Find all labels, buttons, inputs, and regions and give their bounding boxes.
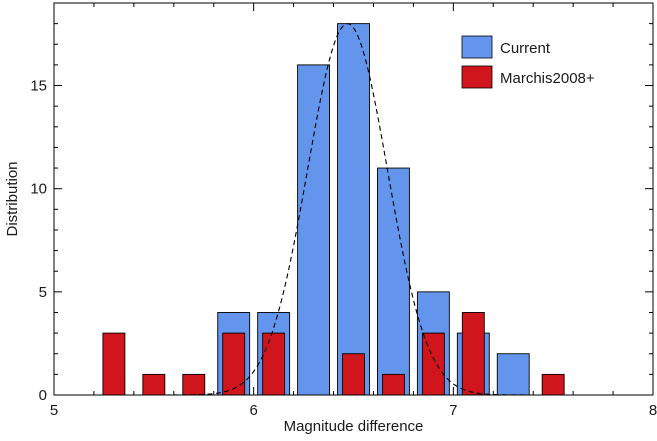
x-tick-label: 6: [249, 402, 257, 419]
bar-marchis2008-3: [222, 332, 246, 396]
bar-marchis2008-5: [342, 353, 365, 396]
y-tick-label: 10: [30, 181, 47, 198]
y-tick-label: 0: [39, 387, 47, 404]
legend-label-current: Current: [500, 40, 551, 57]
y-axis-label: Distribution: [4, 161, 21, 236]
legend: Current Marchis2008+: [461, 35, 595, 89]
y-tick-label: 15: [30, 78, 47, 95]
plot-frame: [53, 2, 654, 396]
legend-label-marchis2008: Marchis2008+: [500, 70, 595, 87]
y-tick-label: 5: [39, 284, 47, 301]
bar-marchis2008-7: [421, 332, 445, 396]
bar-current-3: [337, 23, 370, 396]
bar-marchis2008-4: [262, 332, 286, 396]
bar-marchis2008-1: [142, 373, 166, 396]
x-tick-label: 7: [449, 402, 457, 419]
legend-swatch-marchis2008: [461, 65, 493, 89]
bar-marchis2008-0: [102, 332, 126, 396]
bar-current-2: [297, 64, 330, 396]
legend-swatch-current: [461, 35, 493, 59]
x-tick-label: 8: [649, 402, 657, 419]
bars-layer: [102, 23, 565, 396]
bar-current-7: [496, 353, 530, 396]
x-axis-label: Magnitude difference: [284, 418, 424, 435]
bar-marchis2008-6: [382, 373, 405, 396]
bar-marchis2008-8: [461, 312, 485, 396]
bar-marchis2008-2: [182, 373, 206, 396]
bar-marchis2008-9: [541, 373, 565, 396]
x-tick-label: 5: [50, 402, 58, 419]
